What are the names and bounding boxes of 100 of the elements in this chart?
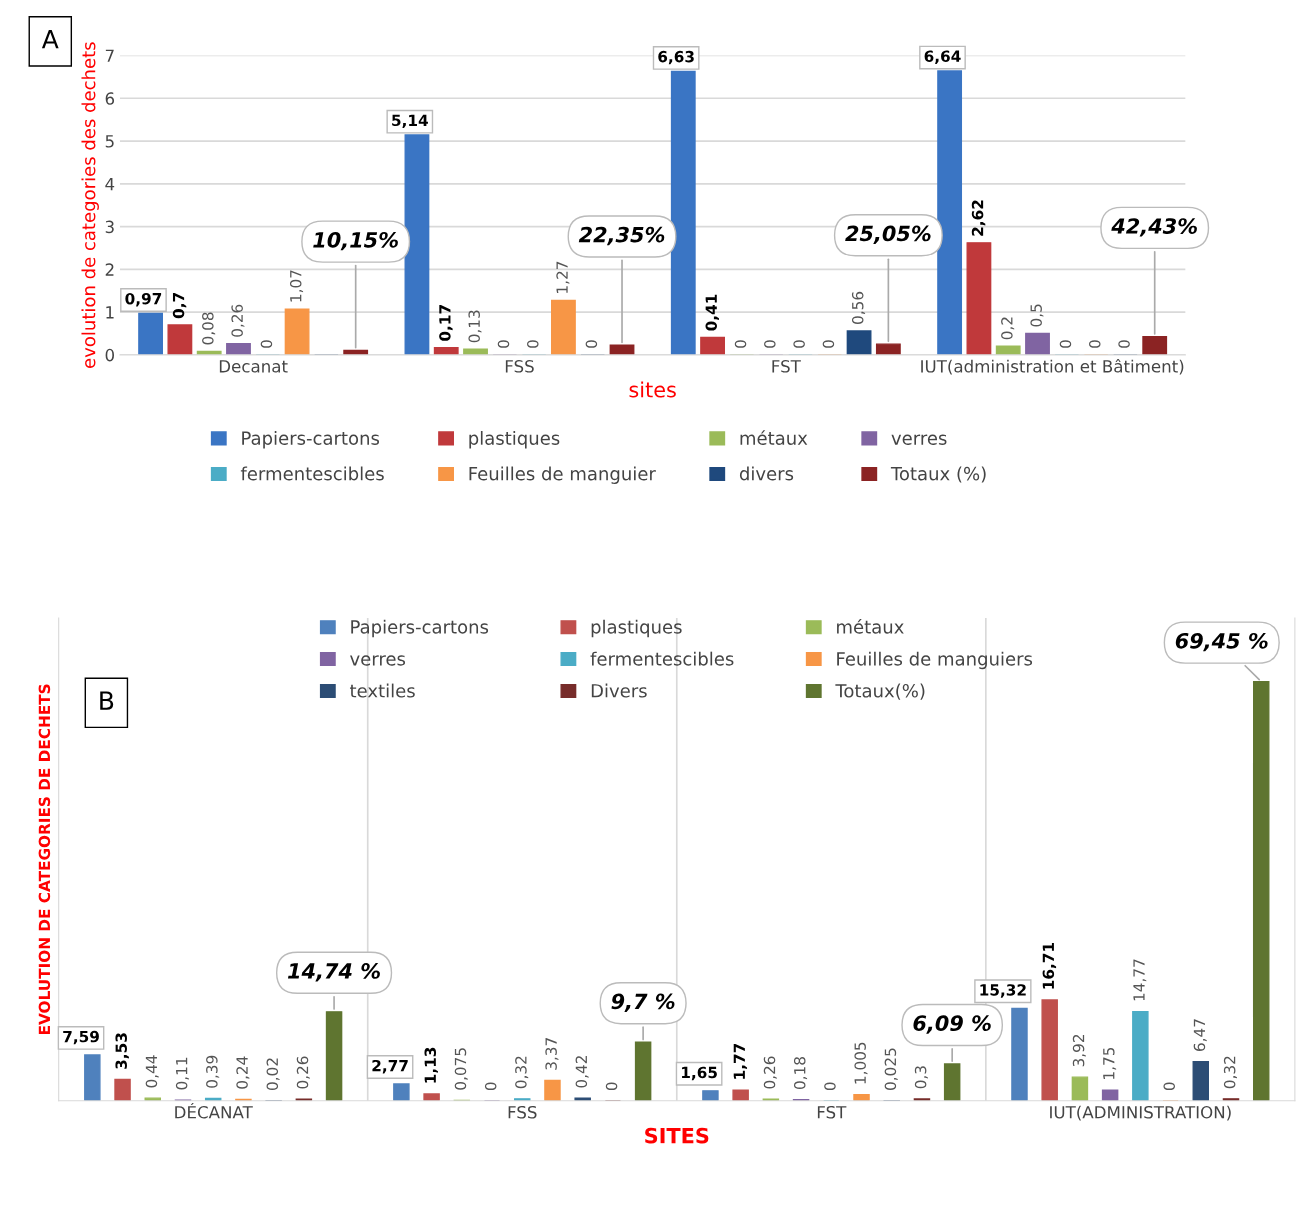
data-label: 1,27 (556, 261, 570, 293)
data-label: 0 (764, 340, 776, 348)
data-label: 0,41 (705, 294, 719, 331)
legend-label: plastiques (469, 430, 560, 449)
data-label: 0 (1163, 1082, 1175, 1091)
data-label: 0,26 (231, 304, 245, 337)
data-label: 0 (824, 1082, 836, 1091)
data-label: 0,02 (266, 1058, 280, 1090)
data-label: 0,3 (914, 1066, 928, 1089)
legend-label: fermentescibles (240, 466, 384, 481)
data-label: 25,05% (845, 225, 931, 244)
data-label: 0 (605, 1082, 618, 1091)
data-label: 0 (527, 340, 539, 348)
x-axis-title: SITES (645, 1127, 709, 1144)
legend-label: Totaux(%) (835, 683, 925, 700)
data-label: 0 (822, 340, 835, 348)
data-label: 14,77 (1133, 959, 1147, 1001)
x-tick-label: IUT(administration et Bâtiment) (921, 359, 1184, 375)
y-tick-label: 0 (105, 348, 114, 362)
data-label: 1,77 (733, 1043, 748, 1079)
x-tick-label: FST (772, 360, 801, 373)
x-tick-label: FSS (508, 1105, 537, 1119)
data-label: 0 (497, 340, 510, 348)
data-label: 1,65 (682, 1066, 717, 1081)
data-label: 0 (585, 340, 598, 348)
data-label: 3,53 (115, 1033, 129, 1069)
data-label: 0,13 (468, 310, 482, 343)
data-label: 2,77 (372, 1059, 408, 1074)
data-label: 14,74 % (287, 963, 380, 982)
data-label: 16,71 (1042, 943, 1057, 989)
data-label: 6,09 % (913, 1015, 991, 1034)
data-label: 0,32 (515, 1056, 529, 1089)
y-tick-label: 3 (105, 220, 114, 234)
data-label: 2,62 (971, 200, 986, 236)
data-label: 1,13 (424, 1047, 438, 1083)
data-label: 0,7 (172, 293, 187, 319)
data-label: 0 (484, 1082, 497, 1091)
legend-label: divers (739, 466, 794, 481)
x-tick-label: DÉCANAT (175, 1102, 253, 1119)
data-label: 1,005 (854, 1042, 868, 1084)
legend-label: verres (891, 434, 947, 445)
x-tick-label: FST (817, 1105, 847, 1119)
legend-label: textiles (349, 683, 415, 698)
data-label: 10,15% (313, 231, 398, 251)
data-label: 9,7 % (611, 993, 675, 1012)
data-label: 0,17 (439, 305, 453, 341)
data-label: 5,14 (392, 114, 428, 129)
data-label: 0,97 (125, 292, 162, 307)
data-label: 0 (793, 340, 805, 348)
data-label: 0,11 (175, 1057, 189, 1090)
data-label: 15,32 (980, 984, 1026, 998)
data-label: 0 (1059, 340, 1072, 348)
y-axis-title: EVOLUTION DE CATEGORIES DE DECHETS (38, 684, 51, 1035)
data-label: 22,35% (578, 226, 665, 246)
y-tick-label: 5 (105, 135, 114, 148)
legend-label: Papiers-cartons (242, 430, 380, 449)
data-label: 0,18 (793, 1057, 808, 1090)
data-label: 1,07 (289, 270, 304, 302)
legend-label: fermentescibles (590, 651, 734, 666)
x-tick-label: FSS (505, 360, 534, 373)
legend-label: Papiers-cartons (351, 619, 489, 638)
legend-label: métaux (740, 430, 808, 445)
data-label: 0,26 (296, 1056, 310, 1089)
text: B (100, 691, 114, 710)
chart-title: A (41, 30, 59, 49)
data-label: 0,025 (884, 1048, 898, 1090)
y-tick-label: 2 (105, 263, 114, 276)
data-label: 0 (260, 340, 273, 348)
y-tick-label: 4 (105, 177, 115, 191)
data-label: 0,44 (145, 1055, 159, 1088)
legend-label: Totaux (%) (890, 466, 986, 483)
data-label: 69,45 % (1175, 632, 1268, 652)
data-label: 3,37 (545, 1038, 559, 1070)
legend-label: Feuilles de manguier (469, 466, 656, 484)
legend-label: métaux (837, 619, 904, 634)
data-label: 0 (734, 340, 747, 348)
x-tick-label: Decanat (219, 360, 288, 373)
data-label: 0,08 (202, 312, 216, 345)
data-label: 42,43% (1111, 218, 1197, 237)
y-tick-label: 6 (105, 92, 115, 105)
legend-label: Feuilles de manguiers (837, 651, 1033, 670)
data-label: 0,39 (206, 1055, 220, 1088)
data-label: 1,75 (1103, 1047, 1117, 1079)
data-label: 3,92 (1072, 1034, 1086, 1067)
legend-label: Divers (591, 683, 647, 698)
x-tick-label: IUT(ADMINISTRATION) (1050, 1105, 1231, 1121)
data-label: 6,47 (1193, 1019, 1207, 1052)
data-label: 0,56 (851, 291, 866, 324)
data-label: 0 (1118, 340, 1130, 348)
data-label: 0 (1088, 340, 1101, 348)
x-axis-title: sites (629, 381, 676, 398)
data-label: 0,32 (1223, 1056, 1237, 1089)
y-tick-label: 1 (106, 306, 114, 319)
data-label: 0,2 (1001, 317, 1015, 340)
data-label: 0,5 (1030, 304, 1044, 327)
y-axis-title: evolution de categories des dechets (81, 42, 99, 368)
data-label: 0,075 (454, 1048, 468, 1090)
data-label: 0,42 (575, 1056, 589, 1088)
data-label: 0,26 (763, 1056, 777, 1089)
data-label: 6,64 (924, 50, 961, 64)
